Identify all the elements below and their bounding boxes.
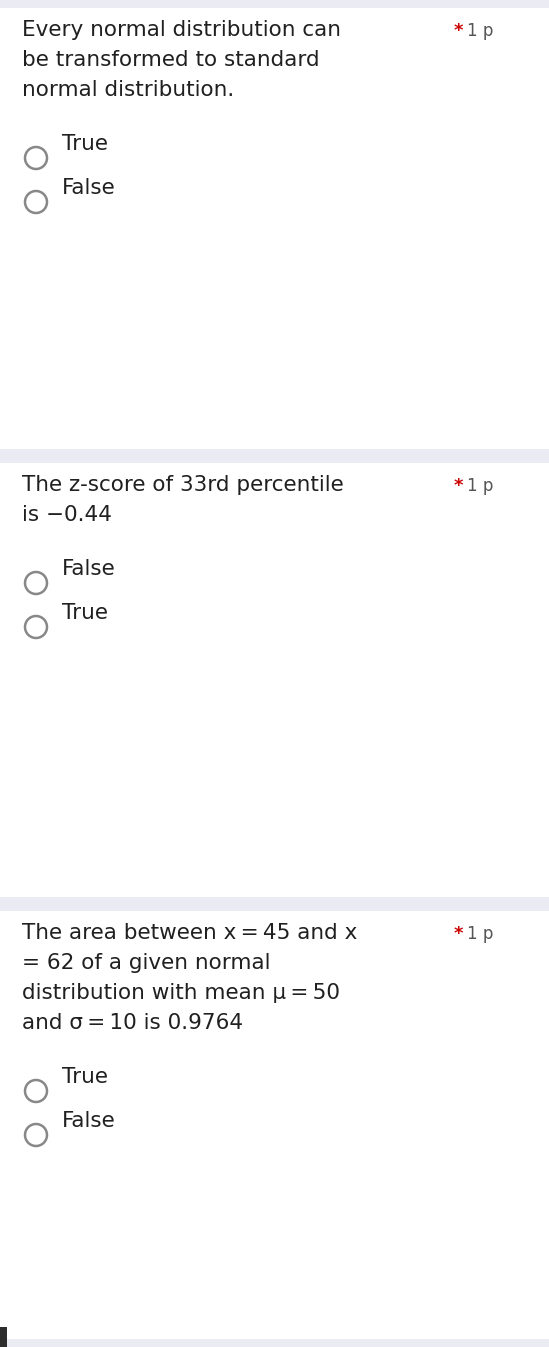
Bar [0, 1327, 7, 1347]
Text: True: True [62, 133, 108, 154]
Text: is −0.44: is −0.44 [22, 505, 112, 525]
Text: = 62 of a given normal: = 62 of a given normal [22, 952, 271, 973]
Text: and σ = 10 is 0.9764: and σ = 10 is 0.9764 [22, 1013, 243, 1033]
Text: True: True [62, 603, 108, 624]
Bar [0, 911, 549, 1339]
Text: distribution with mean μ = 50: distribution with mean μ = 50 [22, 983, 340, 1004]
Text: *: * [454, 477, 463, 494]
Bar [0, 897, 549, 911]
Bar [0, 8, 549, 449]
Text: Every normal distribution can: Every normal distribution can [22, 20, 348, 40]
Text: 1 p: 1 p [467, 22, 494, 40]
Text: *: * [454, 925, 463, 943]
Text: 1 p: 1 p [467, 477, 494, 494]
Bar [0, 463, 549, 897]
Text: The z-score of 33rd percentile: The z-score of 33rd percentile [22, 475, 351, 494]
Text: 1 p: 1 p [467, 925, 494, 943]
Text: normal distribution.: normal distribution. [22, 79, 234, 100]
Text: The area between x = 45 and x: The area between x = 45 and x [22, 923, 368, 943]
Text: True: True [62, 1067, 108, 1087]
Text: False: False [62, 559, 116, 579]
Text: *: * [454, 22, 463, 40]
Text: False: False [62, 1111, 116, 1131]
Text: False: False [62, 178, 116, 198]
Bar [0, 449, 549, 463]
Text: be transformed to standard: be transformed to standard [22, 50, 320, 70]
